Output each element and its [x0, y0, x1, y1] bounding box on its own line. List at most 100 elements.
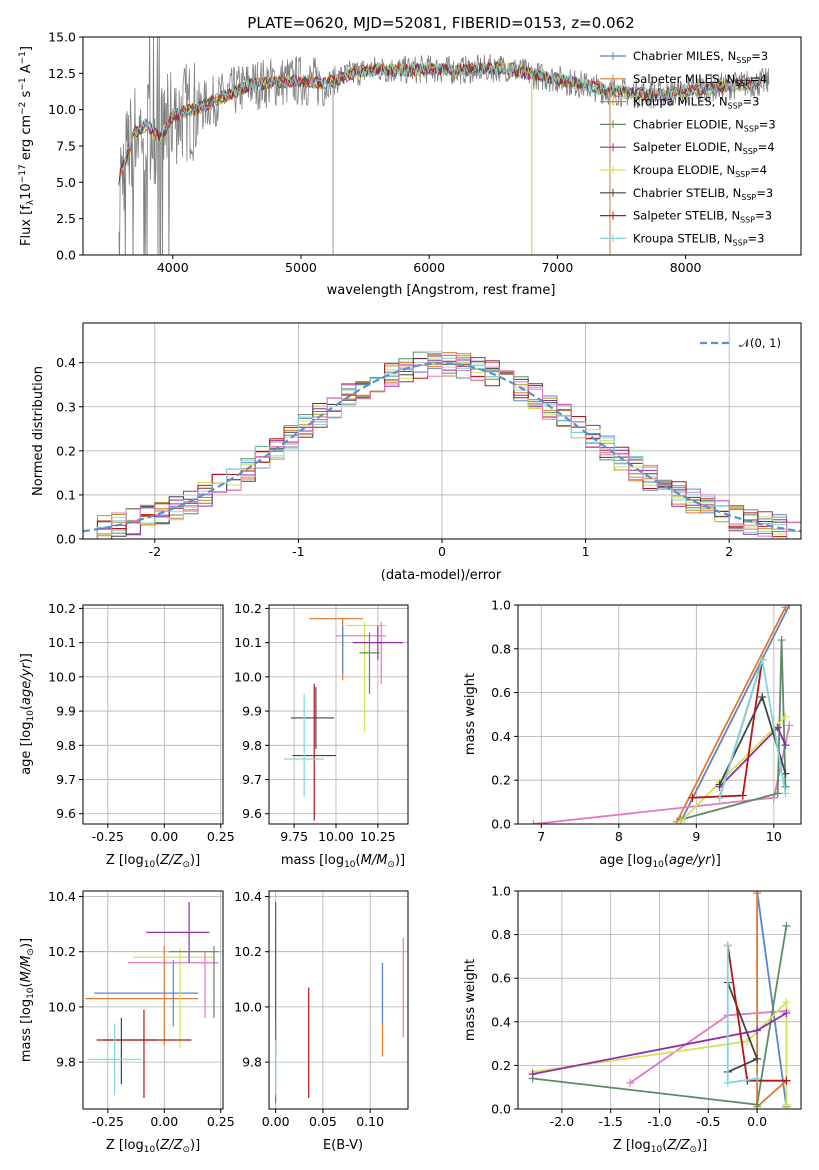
spectrum-ytick-label: 7.5 — [56, 139, 76, 154]
weight-vs-age-ylabel: mass weight — [463, 673, 478, 755]
legend-entry: Salpeter ELODIE, NSSP=4 — [633, 140, 775, 156]
mass-vs-extinction-ytick-label: 10.0 — [234, 999, 262, 1014]
weight-metallicity-plot-area — [528, 891, 791, 1109]
histogram-ytick-label: 0.0 — [56, 532, 76, 547]
weight-vs-metallicity-ytick-label: 0.4 — [491, 1014, 511, 1029]
mass-vs-metallicity-ytick-label: 10.0 — [48, 999, 76, 1014]
age-vs-mass-plot-area — [284, 618, 403, 821]
weight-vs-metallicity-xtick-label: -0.5 — [696, 1114, 720, 1129]
age-vs-metallicity-ytick-label: 9.9 — [56, 704, 76, 719]
weight-marker — [781, 605, 790, 612]
age-vs-metallicity-ytick-label: 9.6 — [56, 806, 76, 821]
weight-marker — [782, 921, 791, 930]
age-vs-metallicity-xtick-label: 0.25 — [207, 829, 235, 844]
histogram-ytick-label: 0.3 — [56, 399, 76, 414]
mass-vs-extinction-xtick-label: 0.00 — [262, 1114, 290, 1129]
histogram-ylabel: Normed distribution — [31, 366, 46, 496]
weight-vs-metallicity-xtick-label: 0.0 — [747, 1114, 767, 1129]
histogram-plot-area — [83, 351, 801, 539]
age-vs-mass-ytick-label: 9.6 — [242, 806, 262, 821]
weight-marker — [529, 820, 538, 824]
age-vs-mass-frame — [268, 604, 409, 825]
weight-vs-metallicity-ytick-label: 0.0 — [491, 1102, 511, 1117]
age-vs-mass-ytick-label: 9.8 — [242, 738, 262, 753]
weight-vs-age-ytick-label: 0.8 — [491, 641, 511, 656]
age-vs-metallicity-ytick-label: 9.8 — [56, 738, 76, 753]
mass-vs-metallicity-plot-area — [85, 902, 219, 1098]
mass-vs-metallicity-xtick-label: 0.00 — [150, 1114, 178, 1129]
weight-vs-age-frame — [517, 604, 802, 825]
weight-marker — [781, 789, 790, 798]
histogram-series — [83, 353, 801, 539]
age-vs-metallicity-ytick-label: 10.0 — [48, 669, 76, 684]
legend-entry: 𝒩(0, 1) — [739, 336, 781, 350]
mass-extinction-xlabel: E(B-V) — [323, 1138, 363, 1153]
weight-vs-age-xtick-label: 10 — [766, 829, 782, 844]
weight-marker — [715, 780, 724, 789]
histogram-series — [83, 354, 801, 539]
weight-marker — [782, 1009, 791, 1018]
mass-metallicity-ylabel: mass [log10(M/M⊙)] — [19, 938, 36, 1062]
legend-entry: Chabrier ELODIE, NSSP=3 — [633, 117, 776, 133]
age-vs-mass-ytick-label: 10.0 — [234, 669, 262, 684]
spectrum-xtick-label: 8000 — [670, 260, 702, 275]
age-vs-metallicity-xtick-label: -0.25 — [92, 829, 124, 844]
legend-entry: Kroupa STELIB, NSSP=3 — [633, 231, 764, 247]
histogram-xtick-label: -1 — [292, 544, 304, 559]
age-vs-mass-xtick-label: 9.75 — [280, 829, 308, 844]
weight-marker — [782, 1076, 791, 1085]
weight-vs-metallicity-xtick-label: -1.0 — [647, 1114, 671, 1129]
age-metallicity-ylabel: age [log10(age/yr)] — [19, 653, 36, 775]
legend-entry: Kroupa MILES, NSSP=3 — [633, 95, 759, 111]
mass-metallicity-xlabel: Z [log10(Z/Z⊙)] — [106, 1138, 200, 1155]
mass-vs-metallicity-frame — [82, 890, 224, 1110]
histogram-xtick-label: -2 — [149, 544, 161, 559]
histogram-xtick-label: 1 — [582, 544, 590, 559]
mass-vs-extinction-frame — [268, 890, 409, 1110]
mass-vs-metallicity-ytick-label: 9.8 — [56, 1055, 76, 1070]
weight-vs-metallicity-ytick-label: 0.8 — [491, 927, 511, 942]
age-vs-metallicity-plot-area — [85, 619, 220, 821]
weight-marker — [753, 1054, 762, 1063]
weight-marker — [626, 1078, 635, 1087]
weight-age-xlabel: age [log10(age/yr)] — [599, 853, 721, 870]
histogram-ytick-label: 0.1 — [56, 487, 76, 502]
model-spectrum — [118, 61, 763, 187]
weight-marker — [676, 817, 685, 824]
legend-entry: Kroupa ELODIE, NSSP=4 — [633, 163, 767, 179]
weight-vs-age-ytick-label: 0.0 — [491, 817, 511, 832]
spectrum-ytick-label: 10.0 — [48, 102, 76, 117]
weight-series — [726, 982, 759, 1073]
mass-vs-extinction-ytick-label: 9.8 — [242, 1055, 262, 1070]
weight-vs-metallicity-xtick-label: -1.5 — [599, 1114, 623, 1129]
histogram-xtick-label: 2 — [725, 544, 733, 559]
mass-vs-extinction-ytick-label: 10.4 — [234, 889, 262, 904]
age-vs-mass-ytick-label: 10.2 — [234, 601, 262, 616]
spectrum-xlabel: wavelength [Angstrom, rest frame] — [327, 283, 556, 298]
spectrum-ytick-label: 15.0 — [48, 30, 76, 45]
mass-vs-metallicity-xtick-label: -0.25 — [92, 1114, 124, 1129]
weight-marker — [773, 723, 782, 732]
weight-series — [532, 1000, 788, 1105]
weight-marker — [753, 1026, 762, 1035]
age-vs-mass-ytick-label: 9.7 — [242, 772, 262, 787]
model-spectrum — [118, 61, 763, 186]
weight-vs-age-ytick-label: 0.4 — [491, 729, 511, 744]
mass-vs-extinction-ytick-label: 10.2 — [234, 944, 262, 959]
normal-reference-curve — [83, 361, 801, 533]
age-vs-metallicity-ytick-label: 10.2 — [48, 601, 76, 616]
weight-marker — [781, 741, 790, 750]
mass-vs-extinction-plot-area — [275, 902, 404, 1104]
age-vs-mass-ytick-label: 9.9 — [242, 704, 262, 719]
weight-marker — [785, 721, 794, 730]
spectrum-ytick-label: 12.5 — [48, 66, 76, 81]
histogram-ytick-label: 0.4 — [56, 355, 76, 370]
age-metallicity-xlabel: Z [log10(Z/Z⊙)] — [106, 853, 200, 870]
spectrum-xtick-label: 5000 — [285, 260, 317, 275]
spectrum-xtick-label: 6000 — [413, 260, 445, 275]
weight-marker — [688, 793, 697, 802]
histogram-ytick-label: 0.2 — [56, 443, 76, 458]
spectrum-ytick-label: 0.0 — [56, 248, 76, 263]
weight-vs-metallicity-ytick-label: 1.0 — [491, 884, 511, 899]
age-vs-mass-ytick-label: 10.1 — [234, 635, 262, 650]
